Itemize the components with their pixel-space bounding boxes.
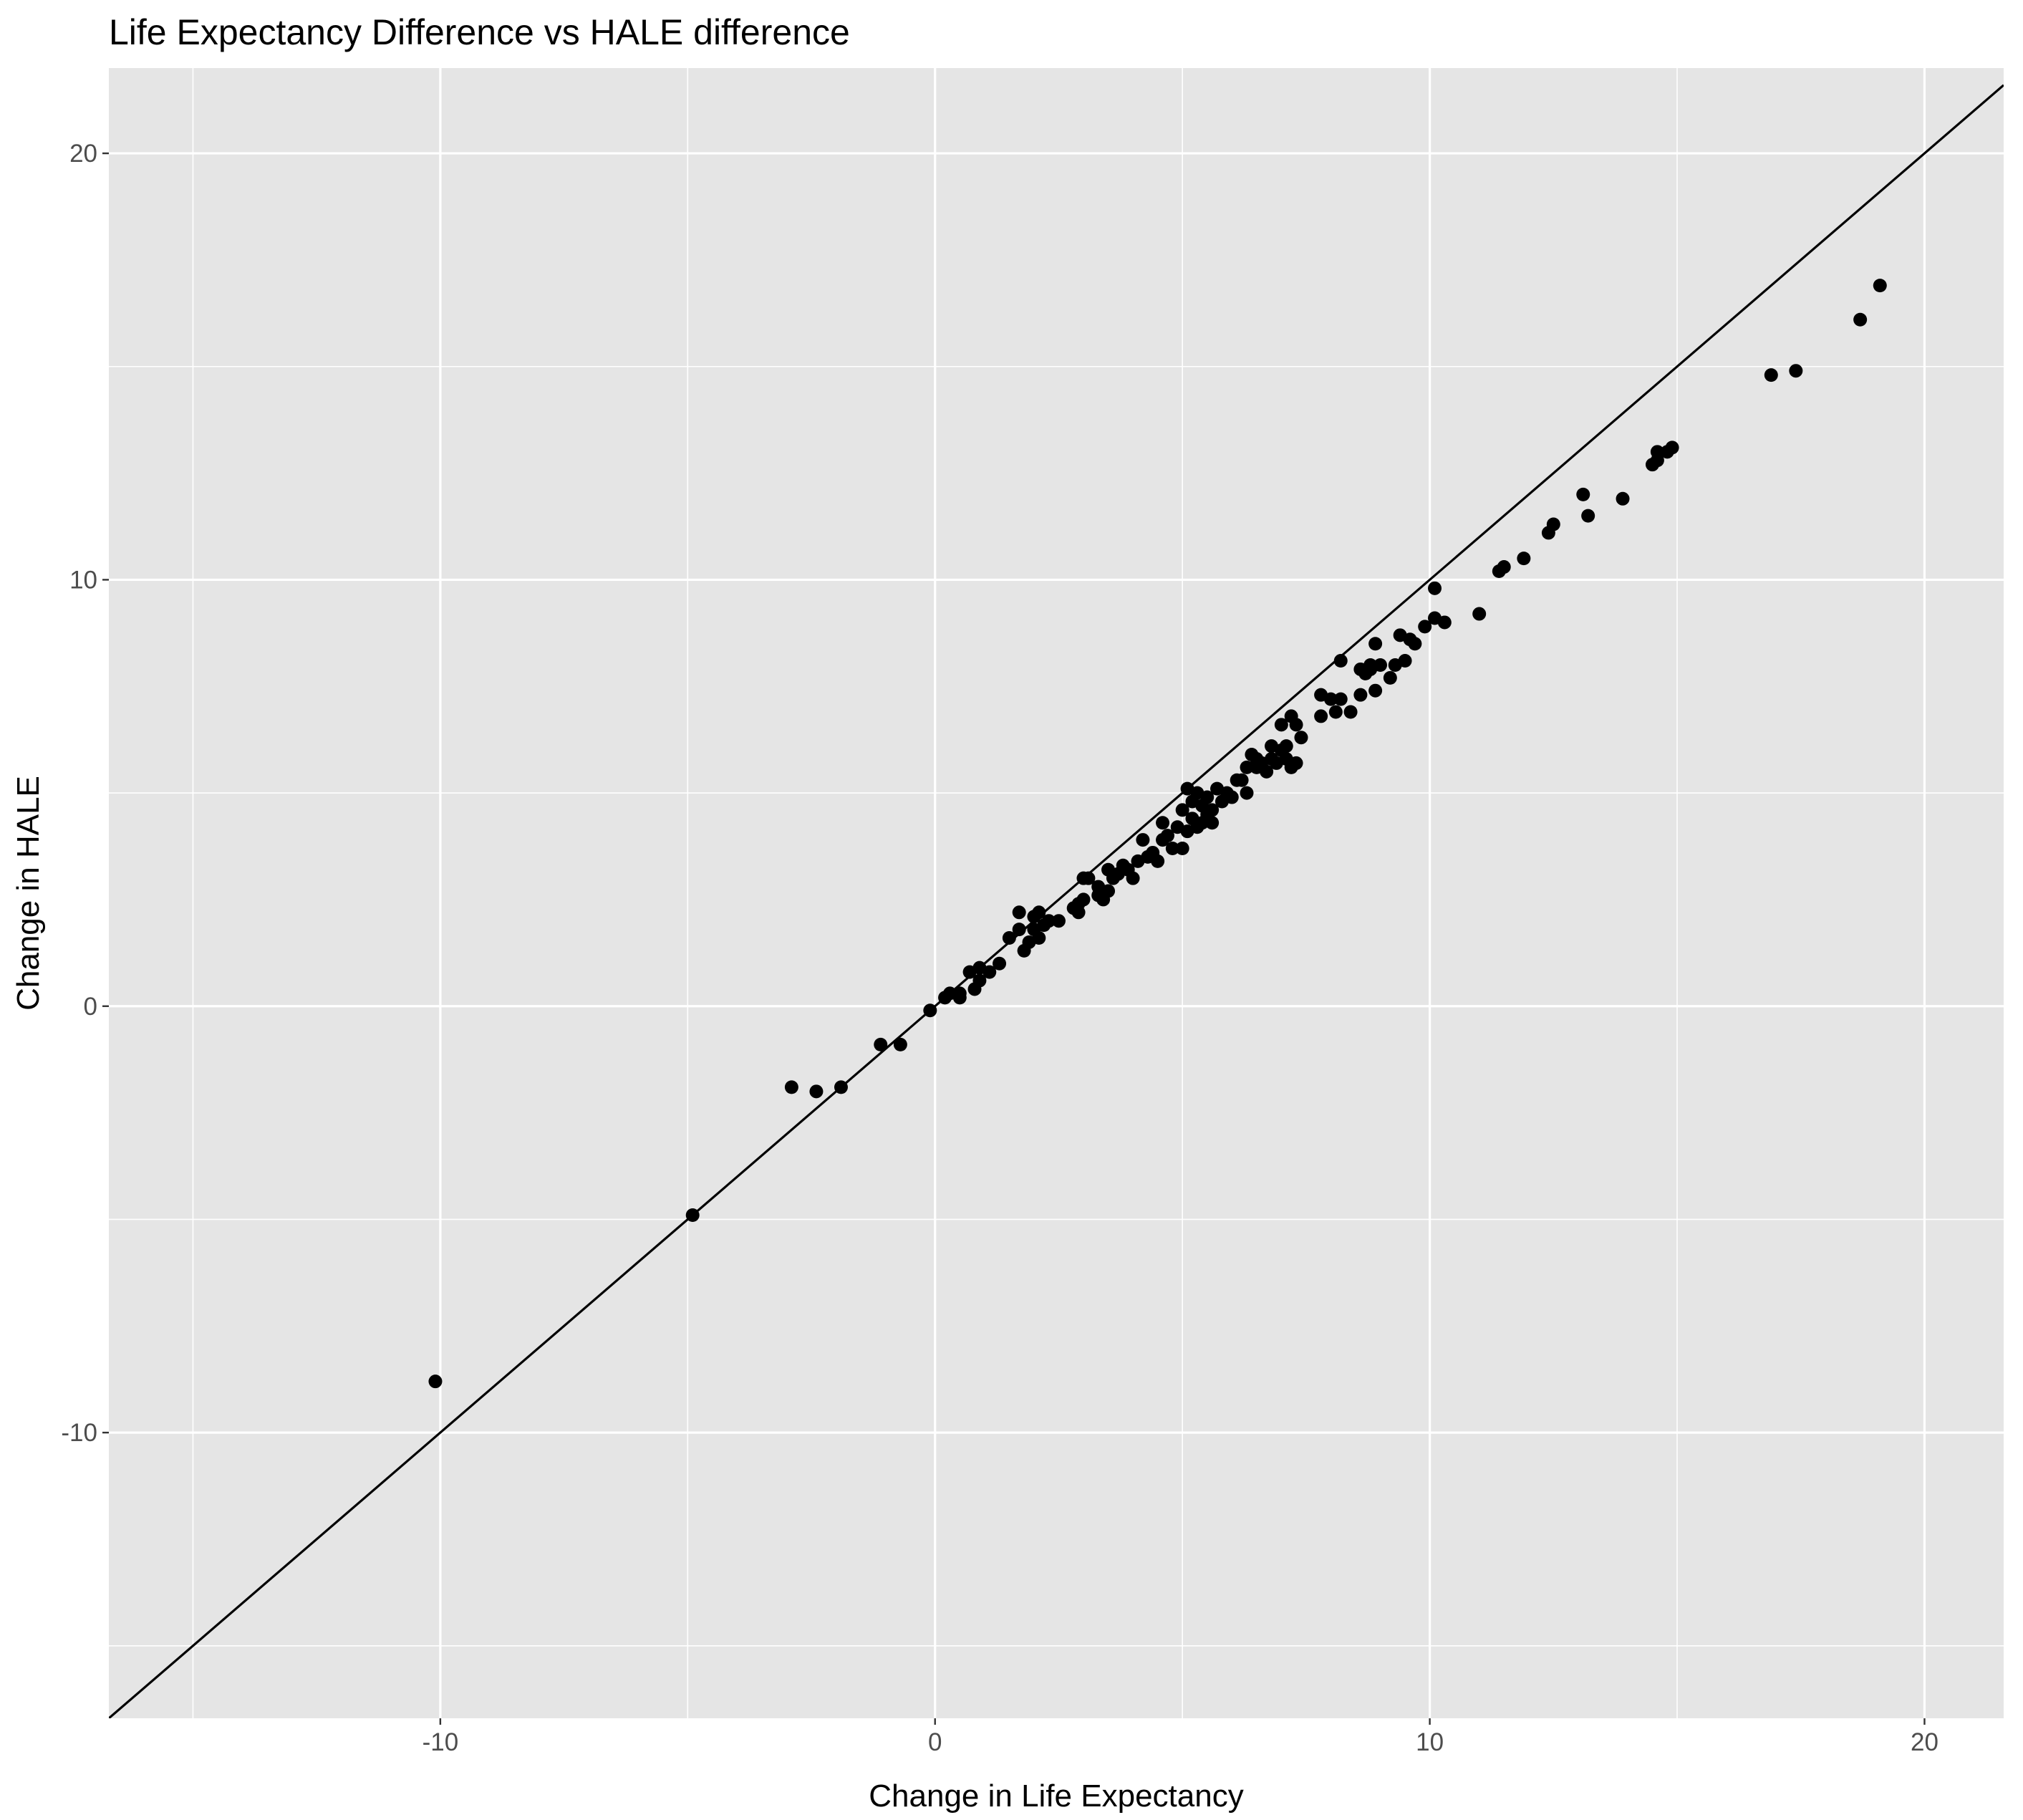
data-point <box>1151 854 1165 868</box>
reference-line-layer <box>109 84 2004 1718</box>
data-point <box>1853 312 1868 327</box>
data-point <box>1032 931 1046 945</box>
data-point <box>1764 368 1778 382</box>
data-point <box>1136 833 1150 847</box>
data-point <box>1314 709 1328 723</box>
data-point <box>993 956 1007 971</box>
y-axis-ticks: -10 0 10 20 <box>61 140 109 1447</box>
data-point <box>874 1037 888 1051</box>
data-point <box>1071 905 1086 920</box>
data-point <box>1160 829 1174 843</box>
data-point <box>1353 688 1368 702</box>
data-point <box>1175 841 1189 855</box>
data-point <box>1205 816 1220 830</box>
data-point <box>1517 552 1531 566</box>
data-point <box>1546 517 1560 531</box>
data-point <box>1012 923 1026 937</box>
x-tick-label: 10 <box>1416 1728 1444 1756</box>
data-point <box>1368 637 1383 651</box>
data-point <box>1497 560 1511 574</box>
x-axis-title: Change in Life Expectancy <box>869 1778 1243 1814</box>
data-point <box>1240 760 1254 774</box>
data-point <box>1165 841 1179 855</box>
data-point <box>1363 658 1378 672</box>
data-point <box>1581 509 1595 523</box>
data-point <box>1081 871 1096 885</box>
data-point <box>1225 790 1239 804</box>
data-point <box>685 1208 700 1222</box>
data-points <box>428 279 1887 1389</box>
x-tick-label: 20 <box>1911 1728 1938 1756</box>
data-point <box>1260 764 1274 779</box>
data-point <box>923 1003 937 1018</box>
data-point <box>1873 279 1887 293</box>
data-point <box>1576 487 1590 501</box>
data-point <box>1042 914 1056 928</box>
data-point <box>1343 705 1358 719</box>
data-point <box>1383 670 1397 685</box>
data-point <box>1294 731 1308 745</box>
data-point <box>1418 620 1432 634</box>
data-point <box>1012 905 1026 920</box>
data-point <box>1200 790 1215 804</box>
data-point <box>1235 773 1249 787</box>
data-point <box>1789 364 1803 378</box>
data-point <box>1333 692 1348 706</box>
data-point <box>1289 756 1303 770</box>
data-point <box>1373 658 1388 672</box>
y-tick-label: 20 <box>69 140 97 168</box>
data-point <box>972 973 987 988</box>
data-point <box>1408 637 1422 651</box>
data-point <box>1175 803 1189 817</box>
data-point <box>1156 816 1170 830</box>
data-point <box>1328 705 1343 719</box>
data-point <box>1051 914 1066 928</box>
y-tick-label: 10 <box>69 566 97 594</box>
y-axis-title: Change in HALE <box>11 776 46 1011</box>
data-point <box>1126 871 1140 885</box>
data-point <box>1437 615 1452 630</box>
data-point <box>1289 718 1303 732</box>
plot-panel <box>109 68 2004 1718</box>
data-point <box>834 1080 848 1094</box>
data-point <box>1616 491 1630 506</box>
data-point <box>428 1374 443 1389</box>
data-point <box>893 1037 907 1051</box>
data-point <box>1368 683 1383 698</box>
data-point <box>1279 739 1293 753</box>
y-tick-label: -10 <box>61 1419 97 1447</box>
data-point <box>809 1084 824 1099</box>
data-point <box>1076 892 1091 907</box>
data-point <box>952 991 967 1005</box>
x-tick-label: -10 <box>423 1728 459 1756</box>
x-tick-label: 0 <box>928 1728 942 1756</box>
data-point <box>1205 803 1220 817</box>
data-point <box>1323 692 1338 706</box>
data-point <box>1333 654 1348 668</box>
data-point <box>1032 905 1046 920</box>
y-tick-label: 0 <box>84 993 97 1021</box>
data-point <box>1398 654 1412 668</box>
data-point <box>1274 718 1288 732</box>
chart-title: Life Expectancy Difference vs HALE diffe… <box>109 12 850 52</box>
data-point <box>1472 607 1487 621</box>
major-gridlines <box>109 68 2004 1718</box>
data-point <box>1665 440 1679 455</box>
data-point <box>1428 581 1442 595</box>
x-axis-ticks: -10 0 10 20 <box>423 1718 1938 1756</box>
data-point <box>1240 786 1254 800</box>
data-point <box>1650 445 1664 459</box>
data-point <box>1101 884 1116 898</box>
reference-line <box>109 84 2004 1718</box>
data-point <box>1002 931 1016 945</box>
minor-gridlines <box>109 68 2004 1718</box>
data-point <box>784 1080 798 1094</box>
data-point <box>982 965 997 979</box>
